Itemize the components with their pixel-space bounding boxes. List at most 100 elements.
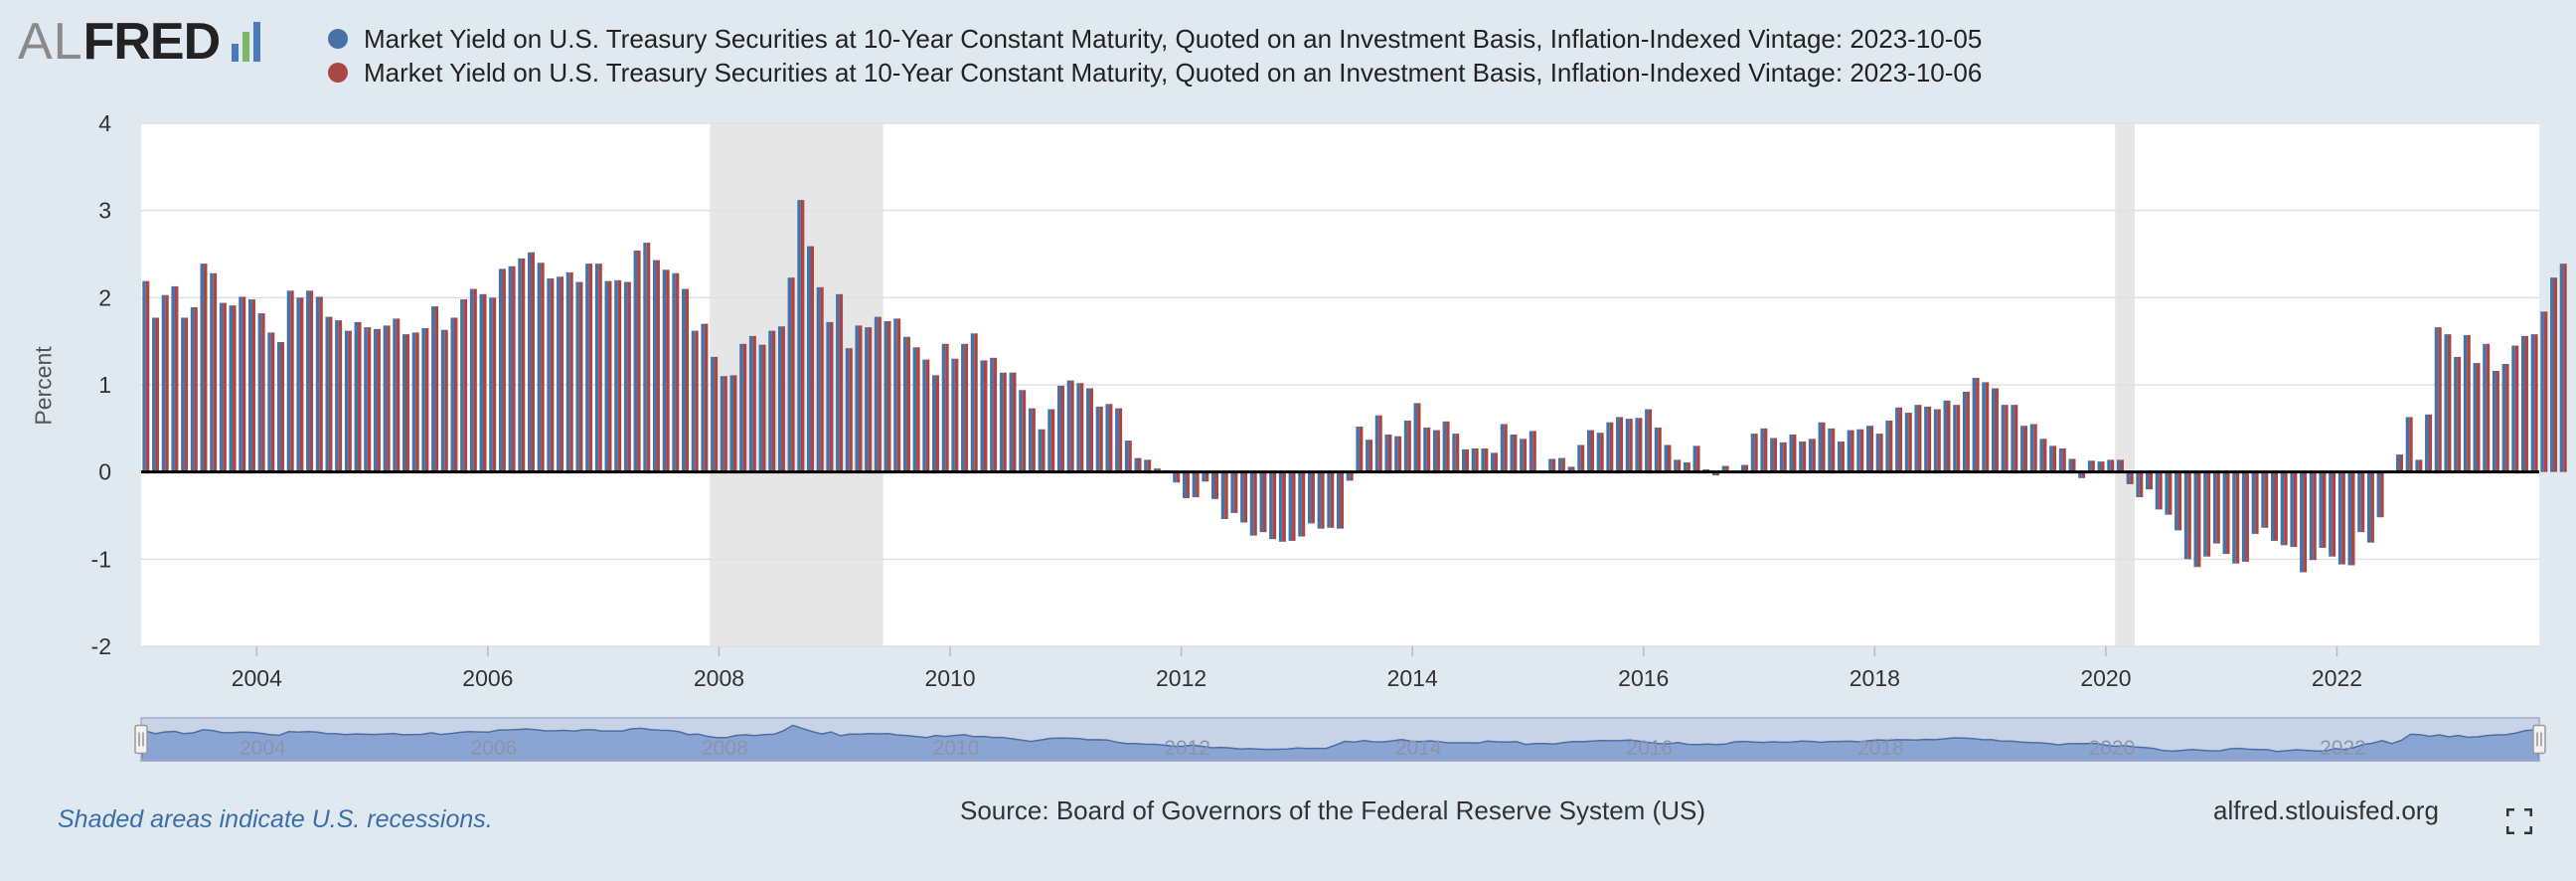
bar[interactable] [1687,462,1690,472]
bar[interactable] [941,343,946,472]
bar[interactable] [239,296,242,472]
bar[interactable] [2492,370,2496,472]
bar[interactable] [1596,433,1601,472]
bar[interactable] [2329,471,2333,557]
bar[interactable] [1321,471,1325,529]
bar[interactable] [444,329,448,472]
bar[interactable] [1105,404,1109,472]
bar[interactable] [829,321,834,472]
bar[interactable] [2530,334,2535,472]
bar[interactable] [1976,377,1980,472]
bar[interactable] [1956,405,1961,472]
bar[interactable] [479,293,484,472]
bar[interactable] [1966,392,1970,472]
bar[interactable] [557,276,561,472]
bar[interactable] [421,328,425,472]
bar[interactable] [373,328,378,472]
bar[interactable] [1635,418,1639,472]
bar[interactable] [335,320,339,472]
bar[interactable] [1760,428,1764,472]
bar[interactable] [2101,461,2105,472]
bar[interactable] [2300,471,2304,573]
bar[interactable] [2001,405,2006,472]
bar[interactable] [354,321,359,472]
bar[interactable] [1654,427,1659,472]
bar[interactable] [1532,431,1536,472]
bar[interactable] [1491,452,1495,472]
bar[interactable] [387,325,391,472]
bar[interactable] [954,358,959,472]
bar[interactable] [2293,471,2298,548]
bar[interactable] [1580,444,1585,472]
bar[interactable] [1885,420,1889,472]
bar[interactable] [652,260,657,472]
bar[interactable] [1060,385,1064,472]
bar[interactable] [1374,415,1379,472]
bar[interactable] [1019,390,1023,472]
bar[interactable] [1423,427,1427,472]
bar[interactable] [424,328,429,472]
bar[interactable] [1070,380,1074,472]
bar[interactable] [174,285,179,472]
bar[interactable] [460,299,464,472]
bar[interactable] [662,269,667,472]
bar[interactable] [145,280,150,472]
bar[interactable] [646,243,651,472]
bar[interactable] [1645,409,1649,472]
bar[interactable] [1484,447,1489,472]
bar[interactable] [1481,447,1485,472]
bar[interactable] [2107,459,2111,472]
bar[interactable] [1350,471,1354,481]
bar[interactable] [1609,422,1614,472]
bar[interactable] [242,296,246,472]
bar[interactable] [2245,471,2249,562]
bar[interactable] [1847,430,1852,472]
bar[interactable] [1176,471,1181,483]
bar[interactable] [594,264,599,472]
bar[interactable] [2418,459,2423,472]
bar[interactable] [1953,405,1957,472]
bar[interactable] [1211,471,1215,499]
bar[interactable] [1770,438,1774,472]
bar[interactable] [1153,468,1158,472]
bar[interactable] [1144,459,1148,472]
bar[interactable] [1504,424,1508,472]
bar[interactable] [325,316,329,472]
bar[interactable] [2463,335,2468,472]
bar[interactable] [701,323,705,472]
bar[interactable] [627,281,631,472]
bar[interactable] [1095,406,1100,472]
bar[interactable] [1426,427,1431,472]
bar[interactable] [2052,445,2057,472]
bar[interactable] [1327,471,1331,528]
bar[interactable] [2550,277,2554,472]
bar[interactable] [190,306,195,472]
bar[interactable] [1600,433,1604,472]
bar[interactable] [223,302,227,472]
bar[interactable] [152,317,156,472]
bar[interactable] [1658,427,1662,472]
bar[interactable] [2020,426,2024,472]
bar[interactable] [1269,471,1273,540]
bar[interactable] [1115,408,1119,472]
bar[interactable] [1683,462,1688,472]
bar[interactable] [1394,436,1398,472]
bar[interactable] [2232,471,2236,564]
bar[interactable] [2187,471,2191,560]
bar[interactable] [2543,311,2548,472]
bar[interactable] [2553,277,2558,472]
bar[interactable] [1292,471,1296,541]
bar[interactable] [1086,388,1090,472]
bar[interactable] [623,281,628,472]
bar[interactable] [2319,471,2323,548]
bar[interactable] [1879,434,1883,472]
bar[interactable] [1282,471,1286,542]
bar[interactable] [1924,406,1928,472]
bar[interactable] [1561,457,1565,472]
bar[interactable] [1837,440,1842,472]
bar[interactable] [328,316,333,472]
bar[interactable] [2216,471,2220,544]
bar[interactable] [155,317,160,472]
bar[interactable] [1192,471,1197,498]
bar[interactable] [527,252,532,472]
